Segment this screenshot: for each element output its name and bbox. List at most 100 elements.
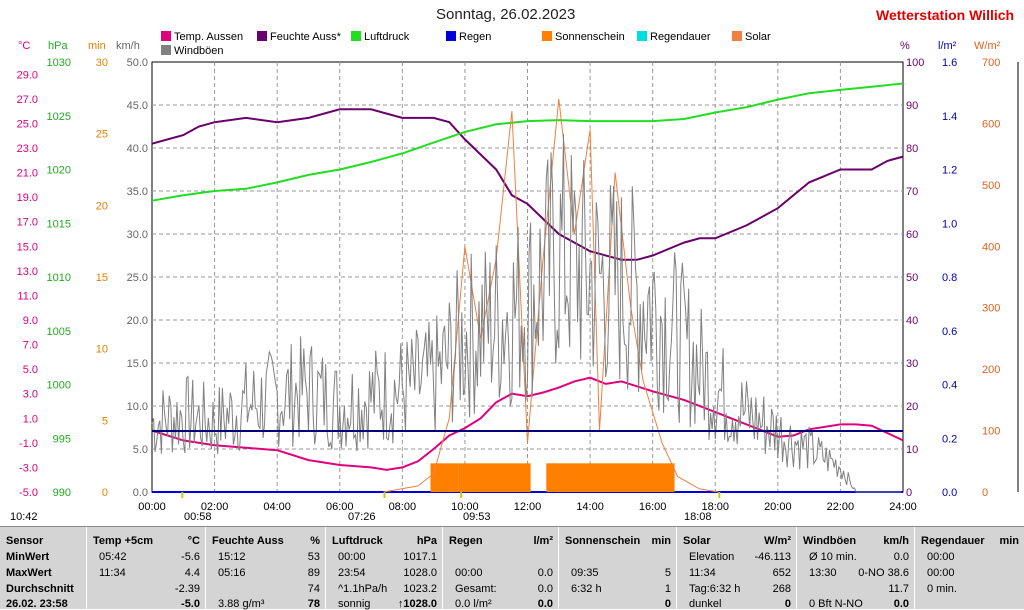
humidity-line <box>151 108 904 261</box>
cell-time: ^1.1hPa/h <box>338 583 388 595</box>
legend-label: Regendauer <box>650 31 711 43</box>
wind-tick-label: 45.0 <box>127 100 148 112</box>
rain-tick-label: 0.8 <box>942 272 957 284</box>
cell-value: 1017.1 <box>403 551 437 563</box>
cell-value: 0.0 <box>893 551 909 563</box>
minutes-tick-label: 0 <box>102 487 108 499</box>
cell-value: -46.113 <box>754 551 792 563</box>
cell-value: 652 <box>772 567 791 579</box>
temp-tick-label: 29.0 <box>17 69 38 81</box>
pressure-tick-label: 1015 <box>47 218 71 230</box>
humidity-tick-label: 60 <box>906 229 918 241</box>
table-col: Regendauer min 00:00 00:00 0 min. <box>914 527 1024 609</box>
minutes-axis-unit: min <box>88 40 106 52</box>
cell-current-note: 0 Bft N-NO <box>809 598 863 610</box>
cell-value: 4.4 <box>184 567 200 579</box>
wind-tick-label: 0.0 <box>133 487 148 499</box>
cell-time: 05:16 <box>218 567 246 579</box>
weather-chart: 29.0 27.0 25.0 23.0 21.0 19.0 17.0 15.0 13.0 11.0… <box>17 57 1019 513</box>
col-unit: °C <box>187 535 200 547</box>
solar-line <box>383 98 719 493</box>
cell-value: 0.0 <box>537 583 553 595</box>
brand-title: Wetterstation Willich <box>876 7 1015 23</box>
minutes-tick-label: 15 <box>96 272 108 284</box>
solar-tick-label: 100 <box>982 426 1000 438</box>
col-unit: hPa <box>416 535 437 547</box>
legend-item: Regendauer <box>637 31 711 43</box>
legend-item: Temp. Aussen <box>161 31 243 43</box>
temp-tick-label: 1.0 <box>23 413 38 425</box>
col-header: Regen <box>449 535 483 547</box>
current-timestamp: 26.02. 23:58 <box>6 598 68 610</box>
temp-tick-label: -5.0 <box>19 487 38 499</box>
time-tick-label: 10:00 <box>451 501 479 513</box>
legend-swatch <box>637 31 647 41</box>
cell-value: -5.6 <box>181 551 200 563</box>
cell-value: 0.0 <box>537 567 553 579</box>
cell-time: 00:00 <box>455 567 483 579</box>
rain-tick-label: 1.6 <box>942 57 957 69</box>
moonset-time: 00:58 <box>184 511 212 523</box>
legend-label: Sonnenschein <box>555 31 625 43</box>
col-header: Feuchte Auss <box>212 535 284 547</box>
solar-tick-label: 300 <box>982 303 1000 315</box>
cell-time: 00:00 <box>927 551 955 563</box>
sunshine-bar <box>430 463 459 492</box>
cell-value: 268 <box>772 583 791 595</box>
solar-tick-label: 200 <box>982 364 1000 376</box>
table-col: Luftdruck hPa 00:00 1017.1 23:54 1028.0 ^1.1hP… <box>325 527 443 610</box>
table-col: Windböen km/h Ø 10 min. 0.0 13:30 0-NO 38.6 11… <box>796 527 915 610</box>
legend-label: Windböen <box>174 45 224 57</box>
time-tick-label: 14:00 <box>576 501 604 513</box>
cell-value: 53 <box>307 551 320 563</box>
minutes-tick-label: 30 <box>96 57 108 69</box>
rain-tick-label: 0.2 <box>942 433 957 445</box>
minutes-tick-label: 25 <box>96 129 108 141</box>
cell-time: 05:42 <box>99 551 127 563</box>
temp-tick-label: 25.0 <box>17 118 38 130</box>
cell-time: 00:00 <box>927 567 955 579</box>
col-unit: min <box>999 535 1019 547</box>
row-label-min: MinWert <box>6 551 50 563</box>
cell-time: Elevation <box>689 551 735 563</box>
cell-current-note: sonnig <box>338 598 371 610</box>
legend-label: Luftdruck <box>364 31 410 43</box>
time-tick-label: 20:00 <box>764 501 792 513</box>
legend-swatch <box>351 31 361 41</box>
legend-label: Temp. Aussen <box>174 31 244 43</box>
humidity-tick-label: 100 <box>906 57 924 69</box>
humidity-axis-unit: % <box>900 40 910 52</box>
temp-tick-label: -3.0 <box>19 462 38 474</box>
pressure-tick-label: 1025 <box>47 111 71 123</box>
row-label-max: MaxWert <box>6 567 52 579</box>
wind-tick-label: 20.0 <box>127 315 148 327</box>
col-unit: l/m² <box>533 535 553 547</box>
minutes-tick-label: 20 <box>96 200 108 212</box>
time-tick-label: 00:00 <box>138 501 166 513</box>
humidity-tick-label: 20 <box>906 401 918 413</box>
cell-value: -2.39 <box>174 583 200 595</box>
wind-tick-label: 10.0 <box>127 401 148 413</box>
time-tick-label: 24:00 <box>889 501 917 513</box>
cell-time: 09:35 <box>571 567 599 579</box>
solar-noon-time: 09:53 <box>463 511 491 523</box>
sunset-time: 18:08 <box>684 511 712 523</box>
legend-label: Feuchte Auss* <box>270 31 341 43</box>
minutes-tick-label: 5 <box>102 415 108 427</box>
wind-axis-unit: km/h <box>116 40 140 52</box>
cell-time: 11:34 <box>99 567 126 579</box>
pressure-tick-label: 1000 <box>47 380 71 392</box>
cell-current-note: 0.0 l/m² <box>455 598 492 610</box>
cell-time: 0 min. <box>927 583 957 595</box>
cell-time: 23:54 <box>338 567 366 579</box>
humidity-tick-label: 70 <box>906 186 918 198</box>
cell-current-value: ↑1028.0 <box>397 598 437 610</box>
cell-value: 1028.0 <box>403 567 437 579</box>
minutes-tick-label: 10 <box>96 344 108 356</box>
time-tick-label: 08:00 <box>389 501 417 513</box>
time-tick-label: 02:00 <box>201 501 229 513</box>
temp-tick-label: 23.0 <box>17 143 38 155</box>
table-col-sensor: Sensor MinWert MaxWert Durchschnitt 26.0… <box>0 527 86 610</box>
wind-tick-label: 40.0 <box>127 143 148 155</box>
cell-current-value: 0.0 <box>893 598 909 610</box>
